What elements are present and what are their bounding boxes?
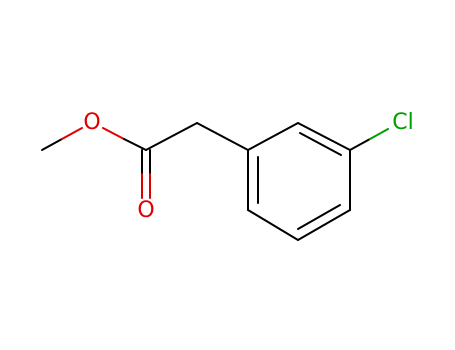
atom-label: Cl [392,110,413,135]
bond [196,122,249,151]
bond [61,127,83,140]
bond [299,132,342,156]
bond [369,128,389,140]
bond [102,127,125,140]
bond [145,122,198,151]
bond [247,122,299,151]
bond [297,204,341,230]
atom-label: O [137,198,154,223]
bonds [41,122,389,241]
bond [41,138,63,151]
bond [297,209,351,241]
bond [349,138,371,151]
atom-label: O [83,110,100,135]
bond [247,209,299,241]
bond [123,138,147,151]
bond [297,122,351,151]
